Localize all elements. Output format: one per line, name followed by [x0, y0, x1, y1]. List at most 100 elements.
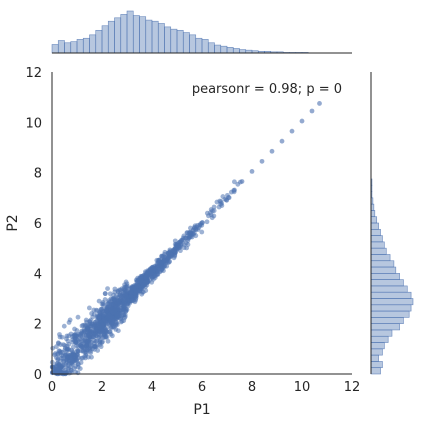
- scatter-point: [75, 348, 81, 354]
- scatter-point: [66, 320, 72, 325]
- hist-bar: [370, 348, 383, 356]
- scatter-point: [90, 314, 96, 320]
- hist-bar: [370, 329, 393, 337]
- scatter-point: [108, 302, 114, 307]
- scatter-point: [68, 364, 74, 370]
- scatter-point: [98, 326, 104, 332]
- scatter-point: [149, 279, 155, 285]
- scatter-point: [100, 322, 105, 328]
- scatter-point: [199, 220, 205, 225]
- scatter-point: [60, 349, 65, 355]
- scatter-point: [106, 298, 112, 304]
- scatter-point: [92, 324, 98, 329]
- scatter-point: [110, 320, 116, 325]
- hist-bar: [370, 228, 381, 236]
- scatter-point: [66, 333, 72, 339]
- scatter-point: [55, 357, 61, 363]
- hist-bar: [370, 216, 378, 224]
- scatter-point: [144, 271, 149, 277]
- scatter-point: [181, 237, 187, 243]
- hist-bar: [151, 20, 159, 54]
- scatter-point: [86, 305, 92, 311]
- scatter-point: [112, 289, 118, 295]
- scatter-point: [103, 328, 109, 334]
- scatter-point: [117, 311, 123, 317]
- scatter-point: [70, 349, 76, 354]
- scatter-point: [103, 307, 109, 313]
- x-tick-label: 4: [148, 380, 156, 395]
- scatter-point: [84, 323, 90, 329]
- scatter-point: [79, 323, 85, 329]
- scatter-point: [249, 169, 255, 174]
- hist-bar: [220, 45, 228, 54]
- scatter-point: [68, 355, 74, 360]
- scatter-point: [75, 361, 81, 367]
- scatter-point: [89, 354, 94, 360]
- hist-bar: [370, 235, 383, 243]
- scatter-point: [158, 263, 164, 269]
- hist-bar: [145, 19, 153, 54]
- scatter-point: [91, 338, 97, 344]
- x-tick-label: 6: [198, 380, 206, 395]
- scatter-point: [232, 179, 237, 185]
- hist-bar: [101, 25, 109, 54]
- scatter-point: [63, 352, 69, 357]
- scatter-point: [184, 245, 190, 251]
- hist-bar: [170, 28, 178, 54]
- x-tick-label: 10: [294, 380, 311, 395]
- scatter-point: [122, 284, 128, 290]
- scatter-point: [75, 338, 81, 343]
- scatter-point: [204, 219, 210, 225]
- marginal-x-histogram: [51, 10, 309, 54]
- scatter-point: [121, 297, 126, 303]
- hist-bar: [126, 10, 134, 54]
- hist-bar: [76, 39, 84, 54]
- hist-bar: [370, 266, 397, 274]
- x-tick-label: 12: [344, 380, 361, 395]
- hist-bar: [214, 44, 222, 54]
- scatter-point: [102, 291, 108, 296]
- y-tick-labels: 0 2 4 6 8 10 12: [25, 66, 42, 383]
- hist-bar: [239, 49, 247, 54]
- scatter-point: [309, 108, 315, 114]
- scatter-point: [193, 233, 199, 239]
- scatter-point: [92, 332, 97, 338]
- scatter-point: [128, 293, 134, 299]
- scatter-point: [140, 282, 146, 287]
- scatter-point: [259, 158, 265, 164]
- scatter-point: [108, 325, 114, 331]
- hist-bar: [114, 17, 122, 54]
- scatter-point: [55, 367, 60, 373]
- hist-bar: [370, 260, 395, 268]
- scatter-point: [96, 316, 102, 322]
- scatter-point: [104, 334, 110, 340]
- hist-bar: [57, 40, 65, 54]
- scatter-point: [72, 326, 77, 332]
- scatter-point: [108, 314, 113, 320]
- hist-bar: [232, 48, 240, 54]
- hist-bar: [370, 342, 385, 350]
- scatter-point: [186, 235, 192, 241]
- hist-bar: [164, 26, 172, 54]
- scatter-point: [225, 192, 230, 198]
- scatter-point: [105, 338, 111, 344]
- scatter-point: [70, 359, 76, 365]
- scatter-point: [239, 179, 245, 184]
- scatter-point: [50, 364, 55, 370]
- scatter-point: [159, 253, 165, 259]
- scatter-point: [122, 303, 127, 309]
- hist-bar: [195, 37, 203, 54]
- hist-bar: [370, 285, 408, 293]
- y-tick-label: 12: [25, 66, 42, 81]
- scatter-point: [134, 282, 140, 288]
- scatter-point: [52, 351, 58, 356]
- hist-bar: [370, 310, 410, 318]
- y-tick-label: 8: [34, 167, 42, 182]
- scatter-point: [58, 363, 64, 368]
- scatter-point: [95, 348, 101, 353]
- hist-bar: [370, 335, 389, 343]
- scatter-point: [155, 265, 161, 270]
- scatter-point: [113, 304, 119, 310]
- hist-bar: [370, 323, 400, 331]
- hist-bar: [82, 37, 90, 54]
